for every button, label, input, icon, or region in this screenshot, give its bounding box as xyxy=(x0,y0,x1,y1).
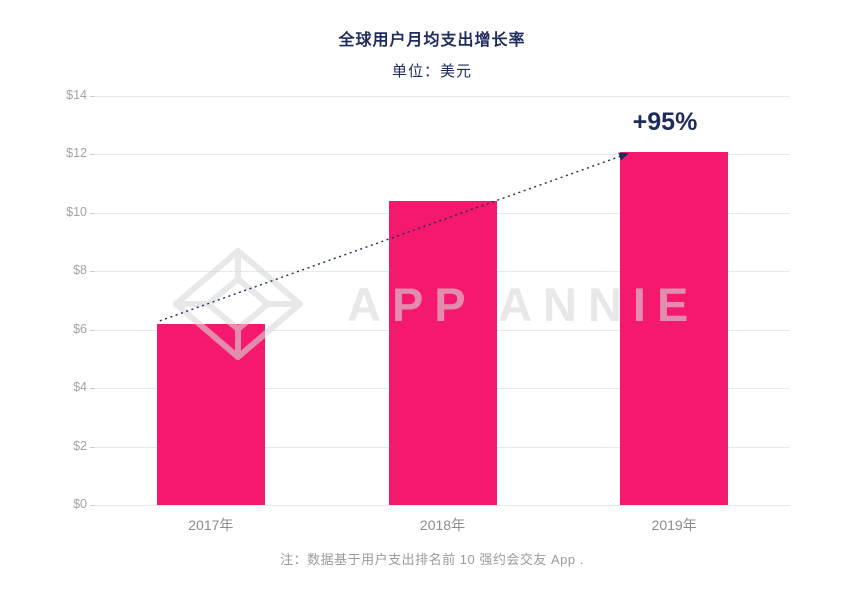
y-axis-tick xyxy=(90,96,95,97)
x-axis-label: 2018年 xyxy=(419,517,466,533)
growth-annotation: +95% xyxy=(632,108,698,136)
y-axis-tick xyxy=(90,212,95,214)
bar-2019年 xyxy=(620,151,729,505)
chart-subtitle: 单位：美元 xyxy=(391,63,472,80)
x-axis-label: 2019年 xyxy=(651,517,697,533)
y-axis-label: $2 xyxy=(73,438,87,453)
x-axis-label: 2017年 xyxy=(188,517,234,533)
y-axis-tick xyxy=(90,271,95,273)
y-axis-tick xyxy=(90,154,95,156)
footnote: 注：数据基于用户支出排名前 10 强约会交友 App . xyxy=(280,552,584,567)
y-axis-label: $0 xyxy=(73,497,87,511)
y-axis-tick xyxy=(90,505,95,506)
y-axis-tick xyxy=(90,329,95,331)
chart-title: 全球用户月均支出增长率 xyxy=(338,32,526,49)
y-axis-tick xyxy=(90,446,95,448)
bar-2018年 xyxy=(388,201,497,505)
y-axis-label: $4 xyxy=(73,380,87,395)
gridline xyxy=(95,505,790,506)
y-axis-label: $12 xyxy=(66,146,87,161)
bar-2017年 xyxy=(156,323,265,505)
y-axis-label: $8 xyxy=(73,263,87,278)
y-axis-label: $14 xyxy=(66,88,87,102)
gridline xyxy=(95,96,790,97)
y-axis-label: $10 xyxy=(66,204,87,219)
y-axis-tick xyxy=(90,388,95,390)
y-axis-label: $6 xyxy=(73,321,87,336)
plot-area: APP ANNIE +95% $0 $2 $4 $6 $8 $10 $12 $14 2017年 2… xyxy=(66,88,790,533)
